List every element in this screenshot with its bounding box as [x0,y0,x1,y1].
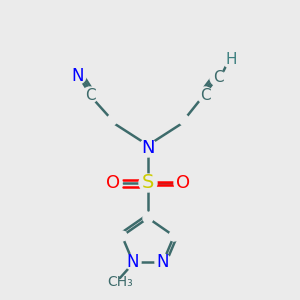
Circle shape [169,231,179,241]
Circle shape [82,87,98,103]
Circle shape [197,87,213,103]
Circle shape [70,68,86,84]
Circle shape [155,254,171,270]
Text: C: C [85,88,95,103]
Circle shape [223,52,239,68]
Circle shape [143,213,153,223]
Circle shape [139,174,157,192]
Circle shape [139,139,157,157]
Text: H: H [225,52,237,68]
Text: N: N [72,67,84,85]
Circle shape [210,70,226,86]
Circle shape [117,231,127,241]
Text: C: C [200,88,210,103]
Circle shape [104,174,122,192]
Text: N: N [141,139,155,157]
Circle shape [179,115,189,125]
Circle shape [174,174,192,192]
Circle shape [107,115,117,125]
Text: C: C [213,70,223,86]
Text: N: N [127,253,139,271]
Text: N: N [157,253,169,271]
Text: CH₃: CH₃ [107,275,133,289]
Text: O: O [176,174,190,192]
Text: S: S [142,173,154,193]
Circle shape [125,254,141,270]
Text: O: O [106,174,120,192]
